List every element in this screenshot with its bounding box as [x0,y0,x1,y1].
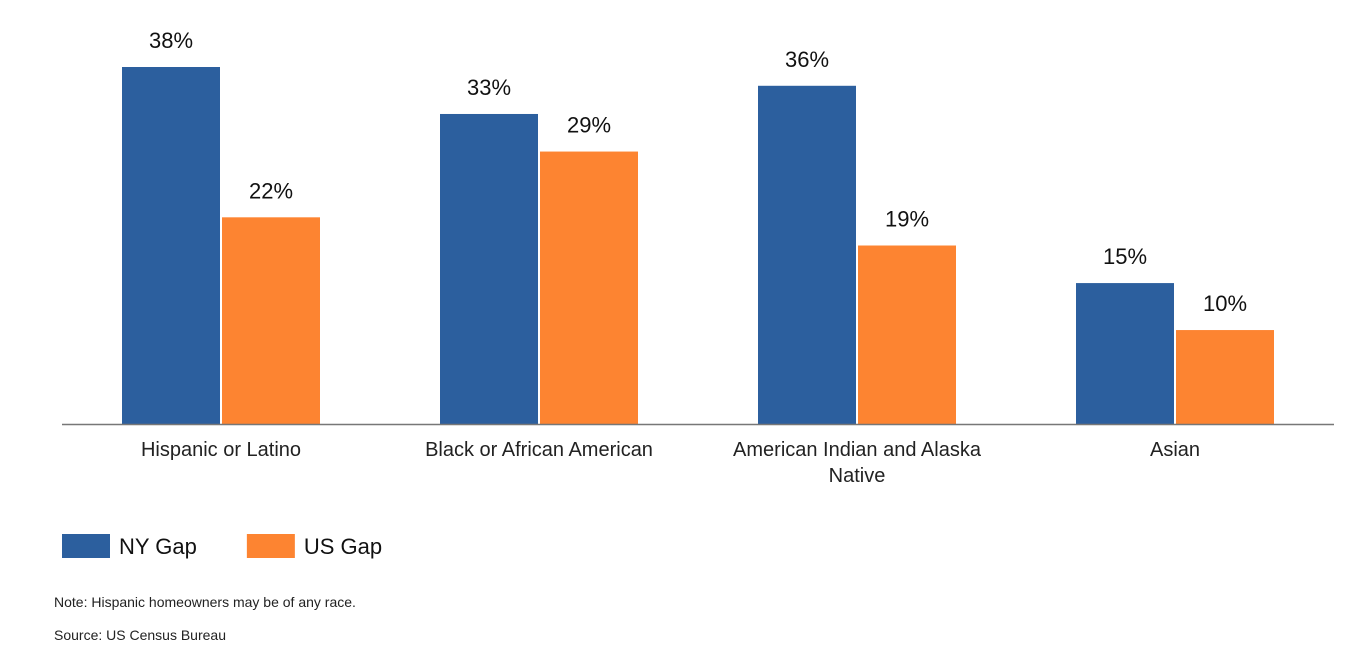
legend-swatch [62,534,110,558]
x-tick-label: Hispanic or Latino [140,439,302,461]
note: Note: Hispanic homeowners may be of any … [54,594,356,610]
value-label: 36% [785,47,829,72]
bar [858,245,956,424]
legend-label: US Gap [304,534,382,559]
source: Source: US Census Bureau [54,627,226,643]
bar [222,217,320,424]
bar [1076,283,1174,424]
legend-swatch [246,534,295,558]
bar [440,113,538,424]
value-label: 19% [885,207,929,232]
value-label: 22% [249,178,293,203]
value-label: 33% [467,75,511,100]
value-label: 38% [149,28,193,53]
bar [540,151,638,425]
value-label: 29% [567,113,611,138]
x-tick-label: Black or African American [425,439,653,461]
value-label: 10% [1203,291,1247,316]
legend-label: NY Gap [119,534,197,559]
x-tick-label: American Indian and Alaska Native [733,439,981,487]
x-tick-label: Asian [1149,439,1201,461]
value-label: 15% [1103,244,1147,269]
bar [758,85,856,424]
bar [1176,330,1274,424]
bar [122,67,220,424]
